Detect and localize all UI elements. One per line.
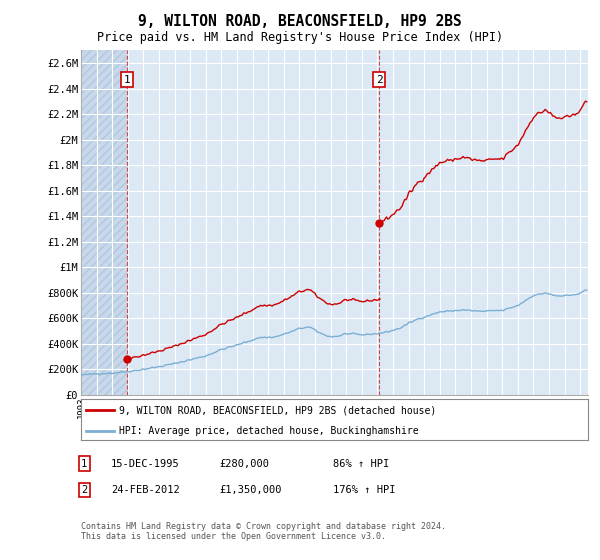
Bar bbox=[81, 50, 127, 395]
Text: £1,350,000: £1,350,000 bbox=[219, 485, 281, 495]
Text: 1: 1 bbox=[124, 74, 131, 85]
Text: £280,000: £280,000 bbox=[219, 459, 269, 469]
Text: Contains HM Land Registry data © Crown copyright and database right 2024.
This d: Contains HM Land Registry data © Crown c… bbox=[81, 522, 446, 542]
Text: 86% ↑ HPI: 86% ↑ HPI bbox=[333, 459, 389, 469]
Text: 9, WILTON ROAD, BEACONSFIELD, HP9 2BS (detached house): 9, WILTON ROAD, BEACONSFIELD, HP9 2BS (d… bbox=[119, 405, 436, 415]
Text: 1: 1 bbox=[81, 459, 87, 469]
Text: Price paid vs. HM Land Registry's House Price Index (HPI): Price paid vs. HM Land Registry's House … bbox=[97, 31, 503, 44]
Text: HPI: Average price, detached house, Buckinghamshire: HPI: Average price, detached house, Buck… bbox=[119, 426, 419, 436]
Text: 24-FEB-2012: 24-FEB-2012 bbox=[111, 485, 180, 495]
Text: 2: 2 bbox=[81, 485, 87, 495]
Text: 9, WILTON ROAD, BEACONSFIELD, HP9 2BS: 9, WILTON ROAD, BEACONSFIELD, HP9 2BS bbox=[138, 14, 462, 29]
Text: 2: 2 bbox=[376, 74, 383, 85]
Text: 15-DEC-1995: 15-DEC-1995 bbox=[111, 459, 180, 469]
Text: 176% ↑ HPI: 176% ↑ HPI bbox=[333, 485, 395, 495]
